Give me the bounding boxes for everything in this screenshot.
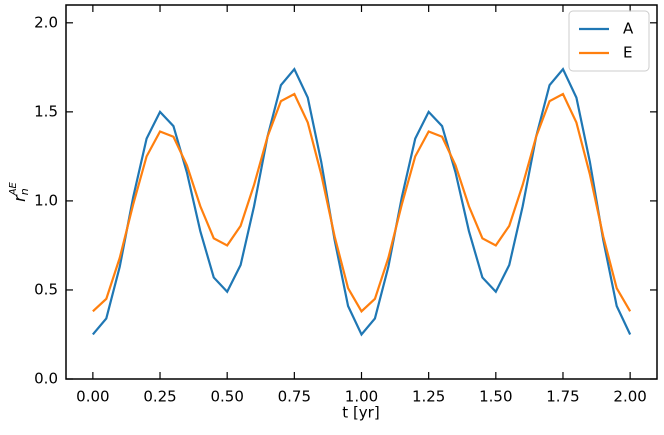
- y-axis-label: rnAE: [8, 181, 31, 201]
- x-tick-label: 0.25: [143, 388, 176, 406]
- series-line: [92, 67, 632, 337]
- legend-label: E: [623, 44, 632, 62]
- x-tick-label: 0.50: [210, 388, 243, 406]
- legend-label: A: [623, 20, 634, 38]
- y-label-sup: AE: [8, 181, 19, 196]
- legend-box: [568, 10, 650, 72]
- x-tick-label: 1.75: [546, 388, 579, 406]
- series-line: [92, 92, 632, 314]
- plot-frame: [65, 4, 658, 380]
- x-tick-label: 1.50: [479, 388, 512, 406]
- y-tick-label: 1.5: [34, 102, 58, 120]
- y-tick-label: 0.0: [34, 370, 58, 388]
- x-tick-label: 2.00: [613, 388, 646, 406]
- y-label-base: r: [10, 194, 29, 202]
- y-tick-label: 1.0: [34, 191, 58, 209]
- x-tick-label: 1.00: [345, 388, 378, 406]
- y-label-sub: n: [18, 188, 31, 195]
- y-tick-label: 2.0: [34, 13, 58, 31]
- x-tick-label: 0.75: [278, 388, 311, 406]
- x-axis-label: t [yr]: [342, 404, 379, 422]
- x-tick-label: 1.25: [412, 388, 445, 406]
- y-tick-label: 0.5: [34, 280, 58, 298]
- x-tick-label: 0.00: [76, 388, 109, 406]
